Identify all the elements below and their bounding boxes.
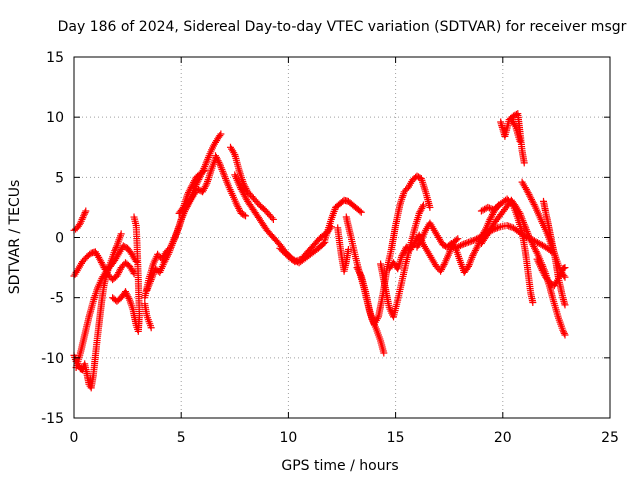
series-markers xyxy=(497,110,528,167)
series-trace-21 xyxy=(452,222,556,256)
series-trace-15 xyxy=(334,224,352,275)
y-tick-label: 10 xyxy=(46,110,64,126)
x-tick-label: 5 xyxy=(177,430,186,446)
series-trace-19 xyxy=(385,231,462,275)
y-tick-label: 15 xyxy=(46,50,64,66)
y-tick-label: 5 xyxy=(55,170,64,186)
series-trace-9 xyxy=(175,166,209,217)
y-tick-label: -5 xyxy=(50,291,64,307)
x-tick-label: 15 xyxy=(387,430,405,446)
series-markers xyxy=(452,222,556,256)
series-markers xyxy=(507,116,524,145)
series-trace-6 xyxy=(141,300,155,332)
series-markers xyxy=(227,143,277,223)
series-markers xyxy=(109,213,143,335)
x-tick-label: 25 xyxy=(601,430,619,446)
series-markers xyxy=(212,152,250,220)
series-trace-25 xyxy=(507,116,524,145)
series-markers xyxy=(143,154,220,294)
series-markers xyxy=(477,195,537,306)
series-trace-28 xyxy=(533,255,569,290)
y-axis-label: SDTVAR / TECUs xyxy=(7,180,23,295)
series-markers xyxy=(321,196,365,244)
chart-title: Day 186 of 2024, Sidereal Day-to-day VTE… xyxy=(58,19,627,35)
data-marks-layer xyxy=(70,110,569,392)
series-trace-8 xyxy=(143,154,220,294)
series-trace-11 xyxy=(227,143,277,223)
series-trace-10 xyxy=(212,152,250,220)
ticks-layer: 0 5 10 15 20 25 -15 -10 -5 0 5 10 15 xyxy=(41,50,619,446)
series-trace-18 xyxy=(377,201,427,321)
series-trace-24 xyxy=(497,110,528,167)
series-markers xyxy=(175,166,209,217)
series-markers xyxy=(70,207,90,234)
x-tick-label: 10 xyxy=(279,430,297,446)
x-axis-label: GPS time / hours xyxy=(281,458,398,474)
series-trace-23 xyxy=(477,195,537,306)
y-tick-label: -15 xyxy=(41,411,64,427)
y-tick-label: -10 xyxy=(41,351,64,367)
series-markers xyxy=(334,224,352,275)
series-markers xyxy=(141,300,155,332)
series-markers xyxy=(72,242,140,371)
x-tick-label: 20 xyxy=(494,430,512,446)
series-markers xyxy=(533,255,569,290)
x-tick-label: 0 xyxy=(70,430,79,446)
series-trace-5 xyxy=(109,213,143,335)
series-trace-17 xyxy=(353,172,434,328)
y-tick-label: 0 xyxy=(55,231,64,247)
series-trace-4 xyxy=(72,242,140,371)
series-trace-1 xyxy=(70,207,90,234)
series-markers xyxy=(385,231,462,275)
series-trace-14 xyxy=(321,196,365,244)
series-markers xyxy=(353,172,434,328)
series-markers xyxy=(377,201,427,321)
